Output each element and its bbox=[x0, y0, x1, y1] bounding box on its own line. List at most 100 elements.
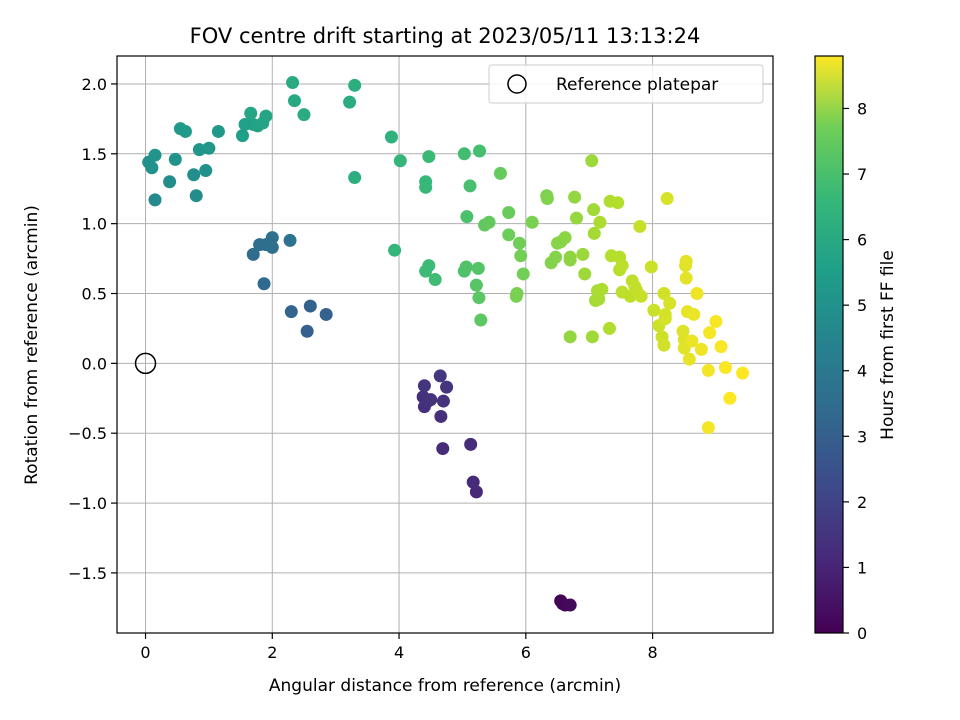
data-point bbox=[428, 273, 442, 287]
data-point bbox=[422, 150, 436, 164]
data-point bbox=[657, 338, 671, 352]
data-point bbox=[192, 143, 206, 157]
data-point bbox=[658, 312, 672, 326]
data-point bbox=[701, 421, 715, 435]
data-point bbox=[685, 334, 699, 348]
data-point bbox=[694, 342, 708, 356]
data-point bbox=[469, 278, 483, 292]
data-point bbox=[647, 303, 661, 317]
plot-frame bbox=[116, 55, 774, 634]
data-point bbox=[244, 106, 258, 120]
data-point bbox=[199, 164, 213, 178]
y-tick-label: 1.0 bbox=[82, 215, 107, 234]
colorbar-tick-label: 1 bbox=[857, 558, 867, 577]
data-point bbox=[592, 292, 606, 306]
y-tick-label: 2.0 bbox=[82, 75, 107, 94]
data-point bbox=[593, 215, 607, 229]
data-point bbox=[419, 180, 433, 194]
data-point bbox=[714, 340, 728, 354]
data-point bbox=[235, 129, 249, 143]
data-point bbox=[417, 379, 431, 393]
data-point bbox=[540, 192, 554, 206]
chart-title: FOV centre drift starting at 2023/05/11 … bbox=[190, 24, 701, 48]
x-tick-label: 2 bbox=[267, 643, 277, 662]
data-point bbox=[286, 76, 300, 90]
colorbar-label: Hours from first FF file bbox=[878, 250, 898, 440]
data-point bbox=[246, 247, 260, 261]
data-point bbox=[473, 144, 487, 158]
data-point bbox=[525, 215, 539, 229]
colorbar-tick-label: 3 bbox=[857, 427, 867, 446]
data-point bbox=[709, 314, 723, 328]
data-point bbox=[736, 366, 750, 380]
data-point bbox=[300, 324, 314, 338]
legend-entry-reference: Reference platepar bbox=[556, 75, 718, 95]
data-point bbox=[148, 148, 162, 162]
data-point bbox=[587, 203, 601, 217]
y-axis-ticks: −1.5 −1.0 −0.5 0.0 0.5 1.0 1.5 2.0 bbox=[68, 75, 117, 583]
y-tick-label: 1.5 bbox=[82, 145, 107, 164]
data-point bbox=[679, 254, 693, 268]
data-point bbox=[422, 259, 436, 273]
data-point bbox=[211, 124, 225, 138]
data-point bbox=[474, 313, 488, 327]
data-point bbox=[595, 282, 609, 296]
data-point bbox=[460, 210, 474, 224]
data-point bbox=[549, 250, 563, 264]
y-tick-label: −1.0 bbox=[68, 494, 107, 513]
data-point bbox=[319, 307, 333, 321]
colorbar-tick-label: 2 bbox=[857, 493, 867, 512]
data-point bbox=[558, 231, 572, 245]
data-point bbox=[472, 291, 486, 305]
colorbar-ticks: 0 1 2 3 4 5 6 7 8 bbox=[843, 99, 867, 643]
data-point bbox=[563, 598, 577, 612]
data-point bbox=[163, 175, 177, 189]
data-point bbox=[466, 475, 480, 489]
data-point bbox=[178, 124, 192, 138]
colorbar-tick-label: 0 bbox=[857, 624, 867, 643]
data-point bbox=[384, 130, 398, 144]
data-point bbox=[502, 228, 516, 242]
x-tick-label: 0 bbox=[140, 643, 150, 662]
data-point bbox=[265, 231, 279, 245]
data-point bbox=[348, 78, 362, 92]
data-point bbox=[563, 330, 577, 344]
data-point bbox=[259, 109, 273, 123]
legend: Reference platepar bbox=[488, 64, 764, 104]
data-point bbox=[148, 193, 162, 207]
data-point bbox=[563, 253, 577, 267]
y-axis-label: Rotation from reference (arcmin) bbox=[22, 205, 42, 485]
data-point bbox=[348, 171, 362, 185]
legend-marker-icon bbox=[507, 74, 527, 94]
y-tick-label: 0.5 bbox=[82, 285, 107, 304]
data-points bbox=[142, 76, 750, 612]
data-point bbox=[471, 261, 485, 275]
data-point bbox=[701, 363, 715, 377]
data-point bbox=[587, 226, 601, 240]
data-point bbox=[482, 215, 496, 229]
reference-marker bbox=[134, 352, 157, 375]
data-point bbox=[568, 190, 582, 204]
data-point bbox=[464, 437, 478, 451]
y-tick-label: −0.5 bbox=[68, 424, 107, 443]
x-axis-ticks: 0 2 4 6 8 bbox=[140, 633, 658, 662]
data-point bbox=[679, 271, 693, 285]
data-point bbox=[457, 147, 471, 161]
data-point bbox=[514, 249, 528, 263]
data-point bbox=[436, 394, 450, 408]
data-point bbox=[463, 179, 477, 193]
data-point bbox=[436, 442, 450, 456]
x-axis-label: Angular distance from reference (arcmin) bbox=[269, 676, 621, 696]
data-point bbox=[615, 259, 629, 273]
data-point bbox=[644, 260, 658, 274]
data-point bbox=[723, 391, 737, 405]
colorbar-tick-label: 8 bbox=[857, 99, 867, 118]
data-point bbox=[633, 219, 647, 233]
x-tick-label: 8 bbox=[647, 643, 657, 662]
data-point bbox=[502, 205, 516, 219]
data-point bbox=[703, 326, 717, 340]
data-point bbox=[660, 192, 674, 206]
data-point bbox=[690, 287, 704, 301]
y-tick-label: 0.0 bbox=[82, 354, 107, 373]
